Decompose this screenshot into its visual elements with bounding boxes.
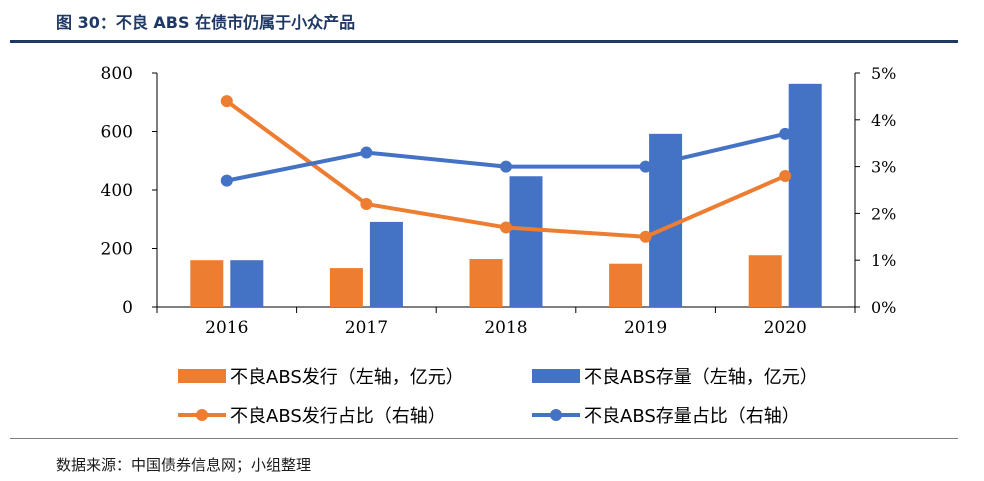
left-axis-tick-label: 200: [101, 240, 133, 260]
right-axis-tick-label: 0%: [871, 298, 896, 317]
issuance-bar: [469, 259, 503, 307]
outstanding-share-line: [226, 131, 786, 183]
legend-marker: [550, 409, 562, 421]
left-axis: 0 200 400 600 800: [101, 64, 158, 318]
outstanding-bar: [509, 176, 543, 307]
figure-title: 图 30：不良 ABS 在债市仍属于小众产品: [56, 13, 356, 32]
right-axis: 0% 1% 2% 3% 4% 5%: [854, 64, 896, 317]
outstanding-bar: [788, 83, 822, 307]
x-axis-tick-label: 2020: [764, 318, 807, 338]
left-axis-tick-label: 800: [101, 64, 133, 84]
legend-label: 不良ABS存量占比（右轴）: [584, 406, 800, 427]
x-axis-tick-label: 2017: [345, 318, 388, 338]
figure-source: 数据来源：中国债券信息网；小组整理: [56, 456, 312, 474]
legend-label: 不良ABS存量（左轴，亿元）: [584, 367, 818, 388]
x-axis-tick-label: 2016: [205, 318, 248, 338]
legend-label: 不良ABS发行占比（右轴）: [230, 406, 446, 427]
issuance-bar: [609, 263, 643, 307]
right-axis-tick-label: 2%: [871, 204, 896, 223]
line-series: [220, 95, 792, 243]
legend-bar-key: [178, 369, 226, 383]
legend-label: 不良ABS发行（左轴，亿元）: [230, 367, 464, 388]
issuance-share-point: [639, 230, 652, 243]
right-axis-tick-label: 5%: [871, 64, 896, 83]
right-axis-tick-label: 3%: [871, 158, 896, 177]
legend: 不良ABS发行（左轴，亿元） 不良ABS存量（左轴，亿元） 不良ABS发行占比（右轴…: [178, 367, 818, 427]
outstanding-share-point: [500, 160, 512, 173]
outstanding-bar: [369, 221, 403, 307]
issuance-share-point: [360, 198, 373, 211]
outstanding-bar: [230, 260, 264, 307]
bar-series: [190, 83, 822, 307]
title-rule: [10, 40, 958, 43]
x-axis-tick-label: 2018: [484, 318, 527, 338]
issuance-share-point: [779, 169, 792, 182]
outstanding-share-point: [639, 160, 652, 173]
left-axis-tick-label: 600: [101, 123, 133, 143]
issuance-share-point: [220, 95, 233, 108]
right-axis-tick-label: 4%: [871, 111, 896, 130]
legend-bar-key: [532, 369, 580, 383]
left-axis-tick-label: 0: [122, 298, 133, 318]
issuance-bar: [748, 255, 782, 307]
x-axis-tick-label: 2019: [624, 318, 667, 338]
outstanding-share-point: [779, 127, 792, 140]
issuance-bar: [190, 260, 224, 307]
left-axis-tick-label: 400: [101, 181, 133, 201]
right-axis-tick-label: 1%: [871, 251, 896, 270]
issuance-bar: [329, 268, 363, 307]
outstanding-share-point: [220, 174, 233, 187]
issuance-share-point: [500, 221, 512, 234]
outstanding-share-point: [360, 146, 373, 159]
x-axis: 2016 2017 2018 2019 2020: [156, 306, 856, 338]
legend-marker: [196, 409, 208, 421]
source-rule: [10, 438, 958, 439]
